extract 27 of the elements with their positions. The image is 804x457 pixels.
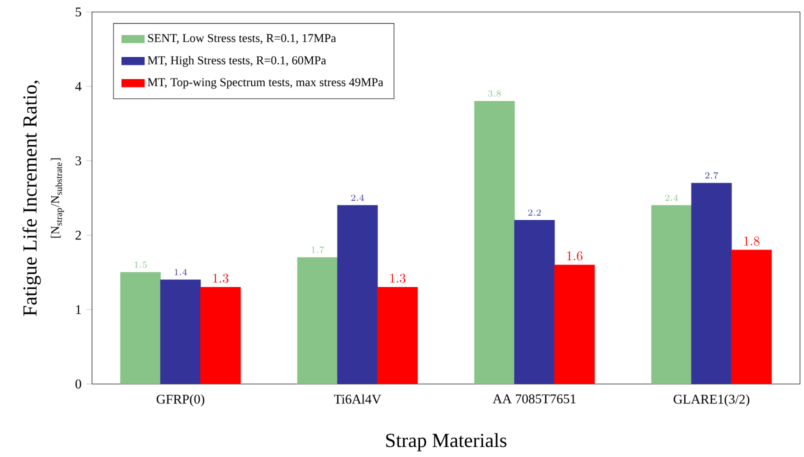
data-label: 1 .4 xyxy=(174,268,187,276)
x-tick-label: AA 7085T7651 xyxy=(492,394,576,404)
data-label: 2 . 2 xyxy=(528,209,541,216)
data-label: 2 . 7 xyxy=(705,172,718,179)
data-label: 1 .3 xyxy=(390,274,406,283)
data-label: 3 . 8 xyxy=(488,90,501,97)
data-label: 1 .3 xyxy=(213,274,228,283)
y-tick-label: 3 xyxy=(76,156,82,166)
x-tick-label: GFRP(0) xyxy=(156,394,204,406)
y-tick-label: 0 xyxy=(75,380,82,388)
legend-label: SENT, Low Stress tests, R=0.1, 17MPa xyxy=(148,34,336,44)
data-label: 2 .4 xyxy=(351,194,364,201)
y-tick-label: 2 xyxy=(76,230,81,240)
y-tick-label: 4 xyxy=(75,82,82,91)
x-tick-label: Ti6Al4V xyxy=(334,394,382,404)
x-axis-title: Strap Materials xyxy=(386,433,506,452)
data-label: 1 .6 xyxy=(567,251,582,261)
data-label: 1 . 7 xyxy=(312,246,324,254)
y-axis-title: $\begin{array}{c}\mbox{Fatigue Life Increment Ratio,}\\ \mbox{\small[N}_{\mbox{\scriptsize strap}}\mbox{\small /N}_{\mbox{\scriptsize substrate}}\mbox{\small ]}\end{array}$ xyxy=(22,80,64,316)
data-label: 2 .4 xyxy=(665,194,678,201)
legend-label: MT, Top-wing Spectrum tests, max stress 49MPa xyxy=(148,78,384,89)
y-tick-label: 5 xyxy=(76,8,82,16)
legend-label: MT, High Stress tests, R=0.1, 60MPa xyxy=(148,56,326,67)
data-label: 1 .8 xyxy=(744,236,760,246)
y-tick-label: 1 xyxy=(76,305,81,314)
x-tick-label: GLARE1(3/2) xyxy=(674,394,750,406)
data-label: 1 . 5 xyxy=(134,262,147,268)
